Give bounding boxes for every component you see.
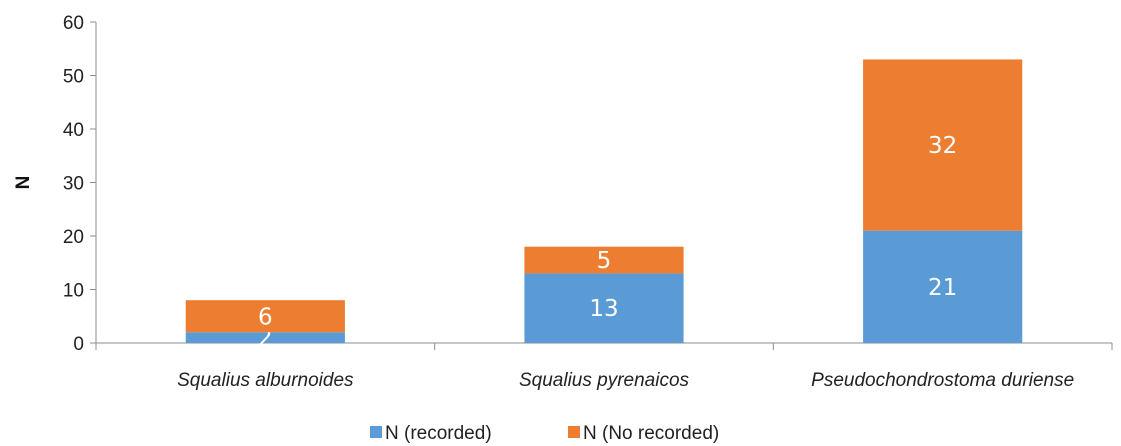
x-category-label: Pseudochondrostoma duriense: [811, 370, 1074, 391]
legend-label: N (No recorded): [583, 423, 719, 444]
data-label: 32: [928, 133, 957, 159]
y-tick-label: 30: [63, 174, 84, 195]
bar-segment: [863, 59, 1023, 231]
legend-swatch: [370, 426, 382, 438]
data-label: 13: [589, 296, 618, 322]
bar-segment: [863, 230, 1023, 343]
y-tick-label: 20: [63, 227, 84, 248]
y-tick-label: 50: [63, 67, 84, 88]
bar-segment: [185, 332, 345, 343]
data-label: 6: [258, 304, 273, 330]
y-tick-label: 40: [63, 120, 84, 141]
x-category-label: Squalius alburnoides: [177, 370, 354, 391]
legend-swatch: [568, 426, 580, 438]
y-tick-label: 10: [63, 281, 84, 302]
bar-segment: [524, 246, 684, 274]
bar-segment: [185, 300, 345, 333]
x-category-label: Squalius pyrenaicos: [519, 370, 690, 391]
y-tick-label: 60: [63, 13, 84, 34]
legend-label: N (recorded): [385, 423, 492, 444]
data-label: 21: [928, 275, 957, 301]
y-axis-title: N: [13, 176, 34, 190]
data-label: 5: [597, 248, 612, 274]
bar-segment: [524, 273, 684, 343]
legend: N (recorded) N (No recorded): [370, 423, 719, 444]
y-tick-label: 0: [73, 334, 84, 355]
